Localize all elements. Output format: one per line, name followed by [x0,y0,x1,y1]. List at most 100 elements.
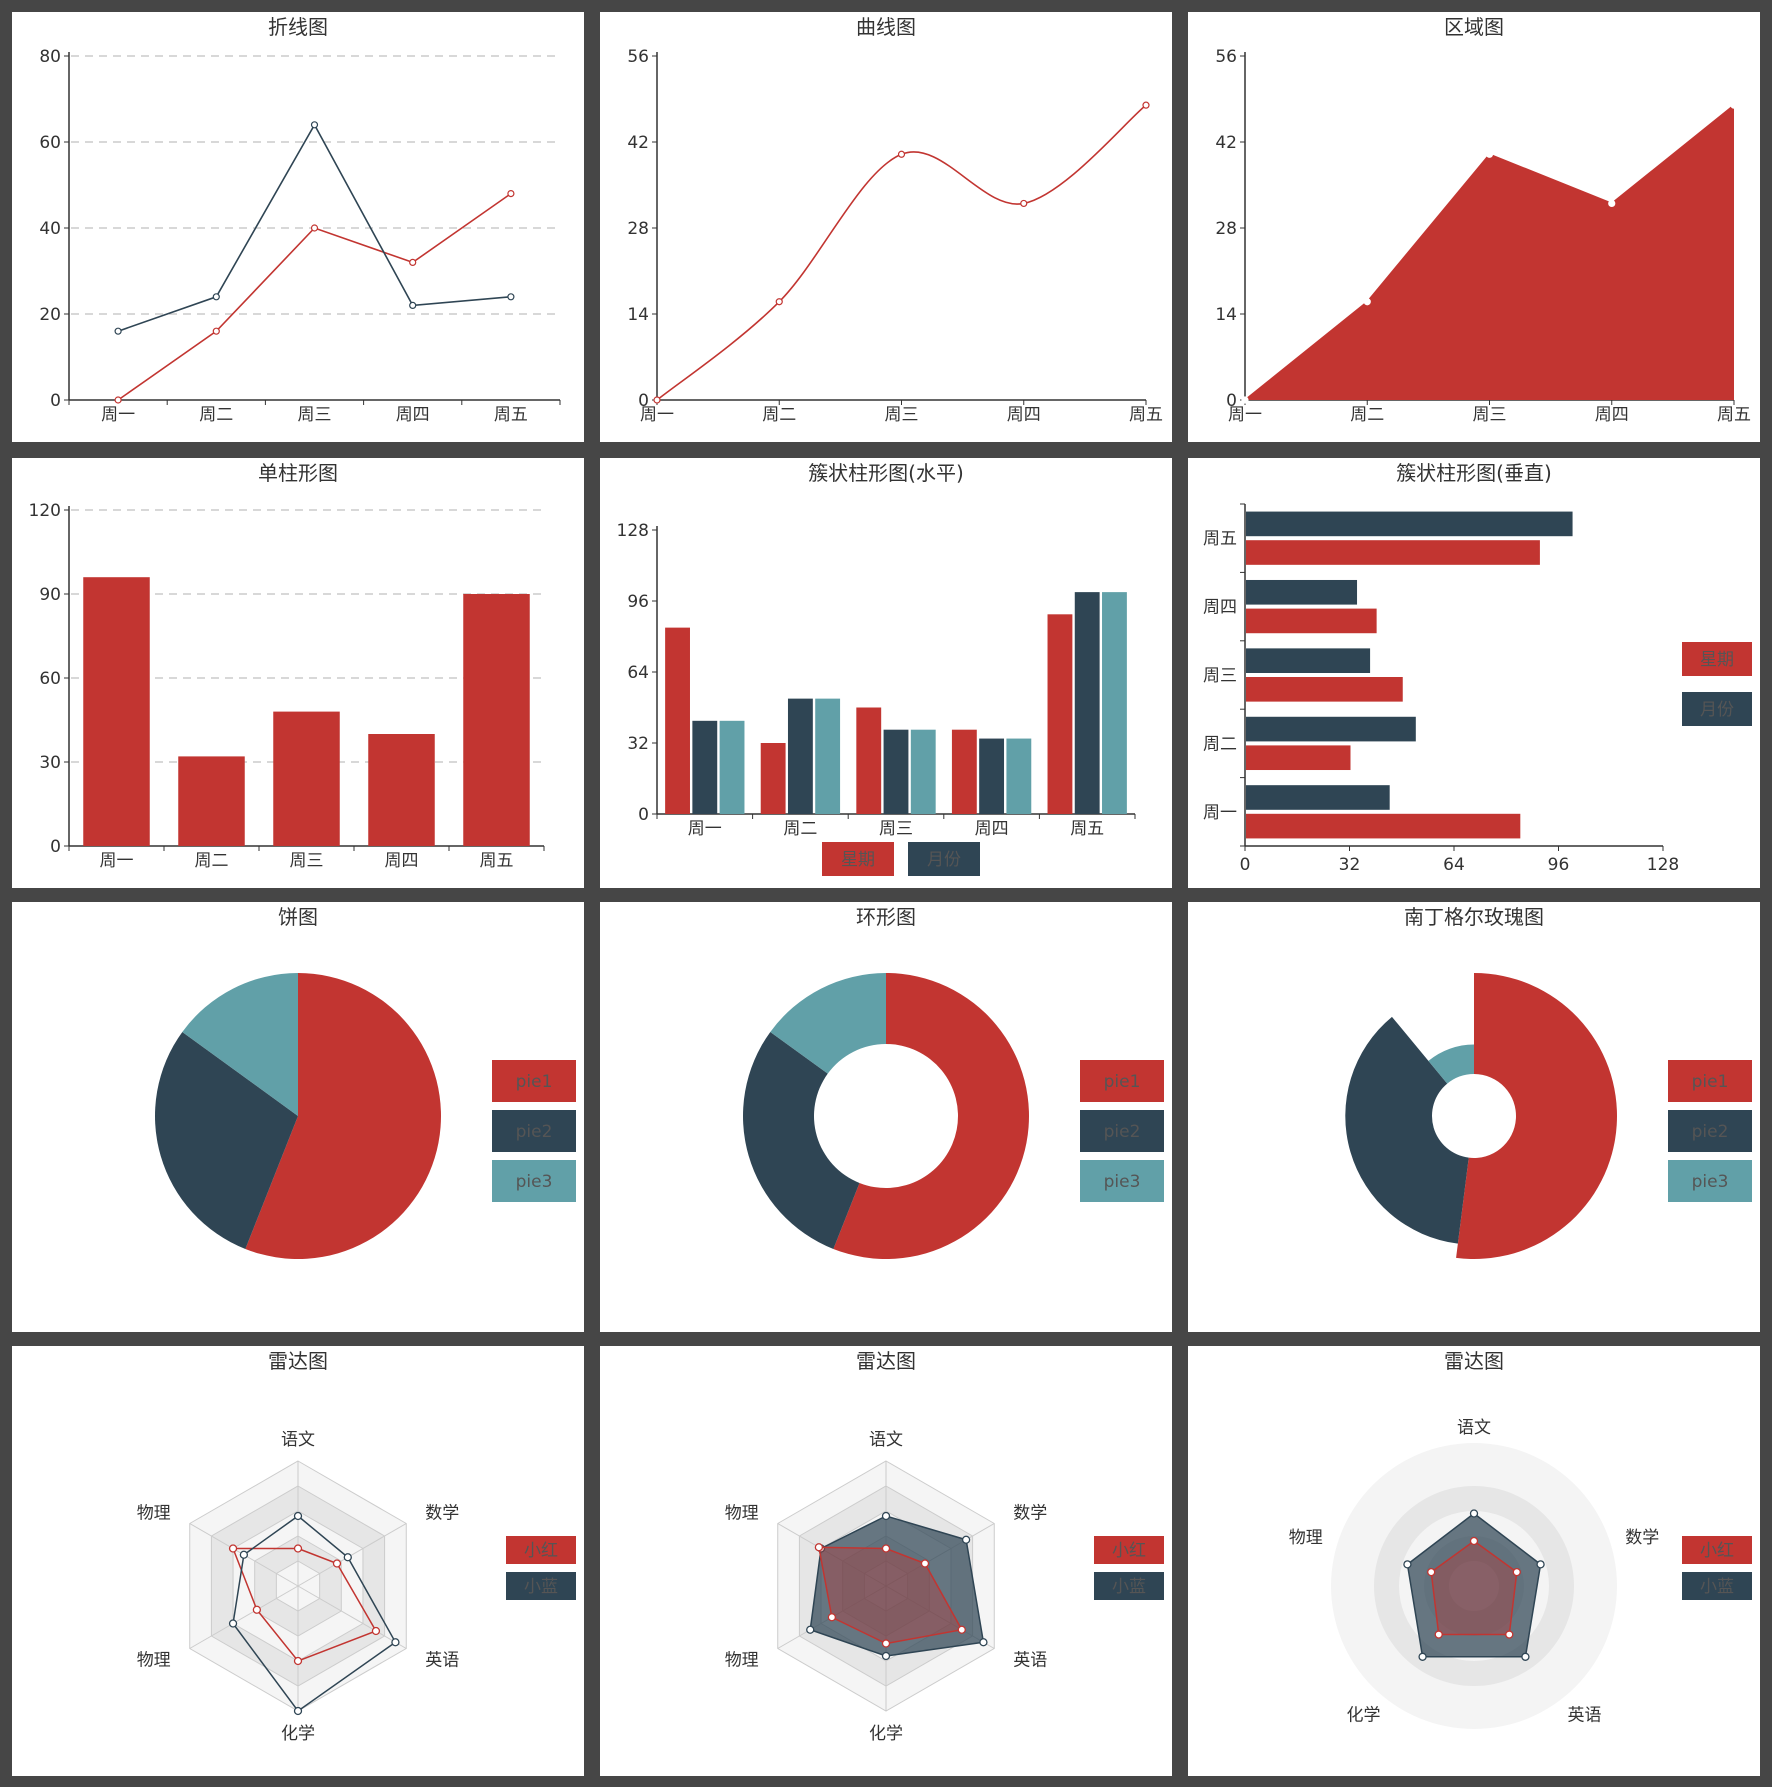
radar-indicator-label: 化学 [281,1724,315,1744]
bar [951,729,977,814]
radar-spoke [297,1523,407,1587]
legend-box [1668,1160,1752,1202]
radar-point [1505,1630,1514,1639]
legend-box [506,1536,576,1564]
y-tick-label: 28 [627,219,649,239]
data-point [114,396,122,404]
bar [368,734,435,846]
radar-point [881,1639,891,1648]
y-tick-label: 0 [638,805,649,825]
chart-title: 饼图 [278,905,318,929]
radar-indicator-label: 物理 [137,1504,171,1524]
rose-chart: 南丁格尔玫瑰图 pie1 pie2 pie3 [1345,905,1752,1259]
bar [463,594,530,846]
radar-point [979,1638,988,1647]
radar-indicator-label: 数学 [1625,1528,1659,1548]
data-point [212,293,220,301]
radar-point [1403,1560,1412,1569]
radar-point [827,1613,837,1622]
y-tick-label: 0 [50,837,61,857]
bar [910,729,936,814]
data-point [507,293,515,301]
y-tick-label: 0 [50,391,61,411]
data-point [1363,298,1371,306]
data-point [507,190,515,198]
x-tick-label: 周五 [1070,819,1104,839]
x-tick-label: 周三 [298,405,332,425]
panel-radar-chart-2: 雷达图 语文 数学 英语 化学 物理 物理 小红 小蓝 [600,1346,1172,1776]
y-tick-label: 42 [1215,133,1237,153]
radar-point [961,1535,971,1544]
radar-point [332,1559,342,1568]
x-tick-label: 周五 [1129,405,1163,425]
donut-chart: 环形图 pie1 pie2 pie3 [743,905,1164,1259]
bar [1246,677,1403,702]
radar-point [1536,1560,1545,1569]
data-point [1142,101,1150,109]
radar-point [1521,1652,1530,1661]
bar [1074,592,1100,814]
radar-point [957,1625,966,1634]
chart-title: 雷达图 [856,1349,916,1373]
data-point [1730,101,1738,109]
radar-point [1427,1567,1436,1577]
area-fill [1245,105,1734,401]
radar-indicator-label: 化学 [869,1724,903,1744]
panel-radar-chart-1: 雷达图 语文 数学 英语 化学 物理 物理 小红 小蓝 [12,1346,584,1776]
legend-label: 小蓝 [1112,1577,1146,1597]
chart-title: 单柱形图 [258,461,338,485]
legend-box [908,842,980,876]
bar [760,743,786,814]
x-tick-label: 周一 [688,819,722,839]
bar [1047,614,1073,814]
y-tick-label: 周一 [1203,803,1237,823]
line-chart: 折线图 0 20 40 60 80 周一 周二 周三 周四 周五 [39,15,561,425]
radar-series-area [1430,1540,1518,1636]
y-tick-label: 56 [1215,47,1237,67]
legend-label: pie1 [516,1072,553,1092]
legend-box [822,842,894,876]
legend-box [506,1572,576,1600]
bar [1246,511,1573,537]
pie-slice [1345,1016,1469,1244]
chart-title: 雷达图 [1444,1349,1504,1373]
legend-box [1682,1536,1752,1564]
panel-donut-chart: 环形图 pie1 pie2 pie3 [600,902,1172,1332]
pie-slice [833,973,1029,1259]
chart-title: 区域图 [1444,15,1504,39]
x-tick-label: 周二 [195,851,229,871]
legend-box [1094,1572,1164,1600]
pie-slice [1456,973,1617,1259]
legend-label: 小蓝 [524,1577,558,1597]
pie-chart: 饼图 pie1 pie2 pie3 [155,905,576,1259]
x-tick-label: 周五 [480,851,514,871]
bar [1246,608,1377,634]
panel-line-chart: 折线图 0 20 40 60 80 周一 周二 周三 周四 周五 [12,12,584,442]
bar [1246,540,1540,565]
y-tick-label: 14 [1215,305,1237,325]
y-tick-label: 0 [1226,391,1237,411]
x-tick-label: 周五 [1717,405,1751,425]
legend-box [1668,1060,1752,1102]
radar-point [920,1559,930,1568]
radar-series-area [1406,1512,1542,1658]
y-tick-label: 120 [29,501,61,521]
bar [1246,648,1371,673]
legend-box [492,1110,576,1152]
x-tick-label: 周一 [1228,405,1262,425]
radar-point [814,1543,824,1552]
y-tick-label: 30 [39,753,61,773]
data-point [114,327,122,335]
bar [83,577,150,846]
data-point [897,150,906,158]
chart-title: 曲线图 [856,15,916,39]
panel-radar-chart-3: 雷达图 语文 数学 英语 化学 物理 小红 小蓝 [1188,1346,1760,1776]
data-point [409,258,417,266]
data-point [409,301,417,309]
radar-indicator-label: 语文 [869,1430,903,1450]
radar-point [343,1553,352,1562]
legend-label: pie3 [1692,1172,1729,1192]
panel-pie-chart: 饼图 pie1 pie2 pie3 [12,902,584,1332]
radar-point [228,1619,238,1628]
